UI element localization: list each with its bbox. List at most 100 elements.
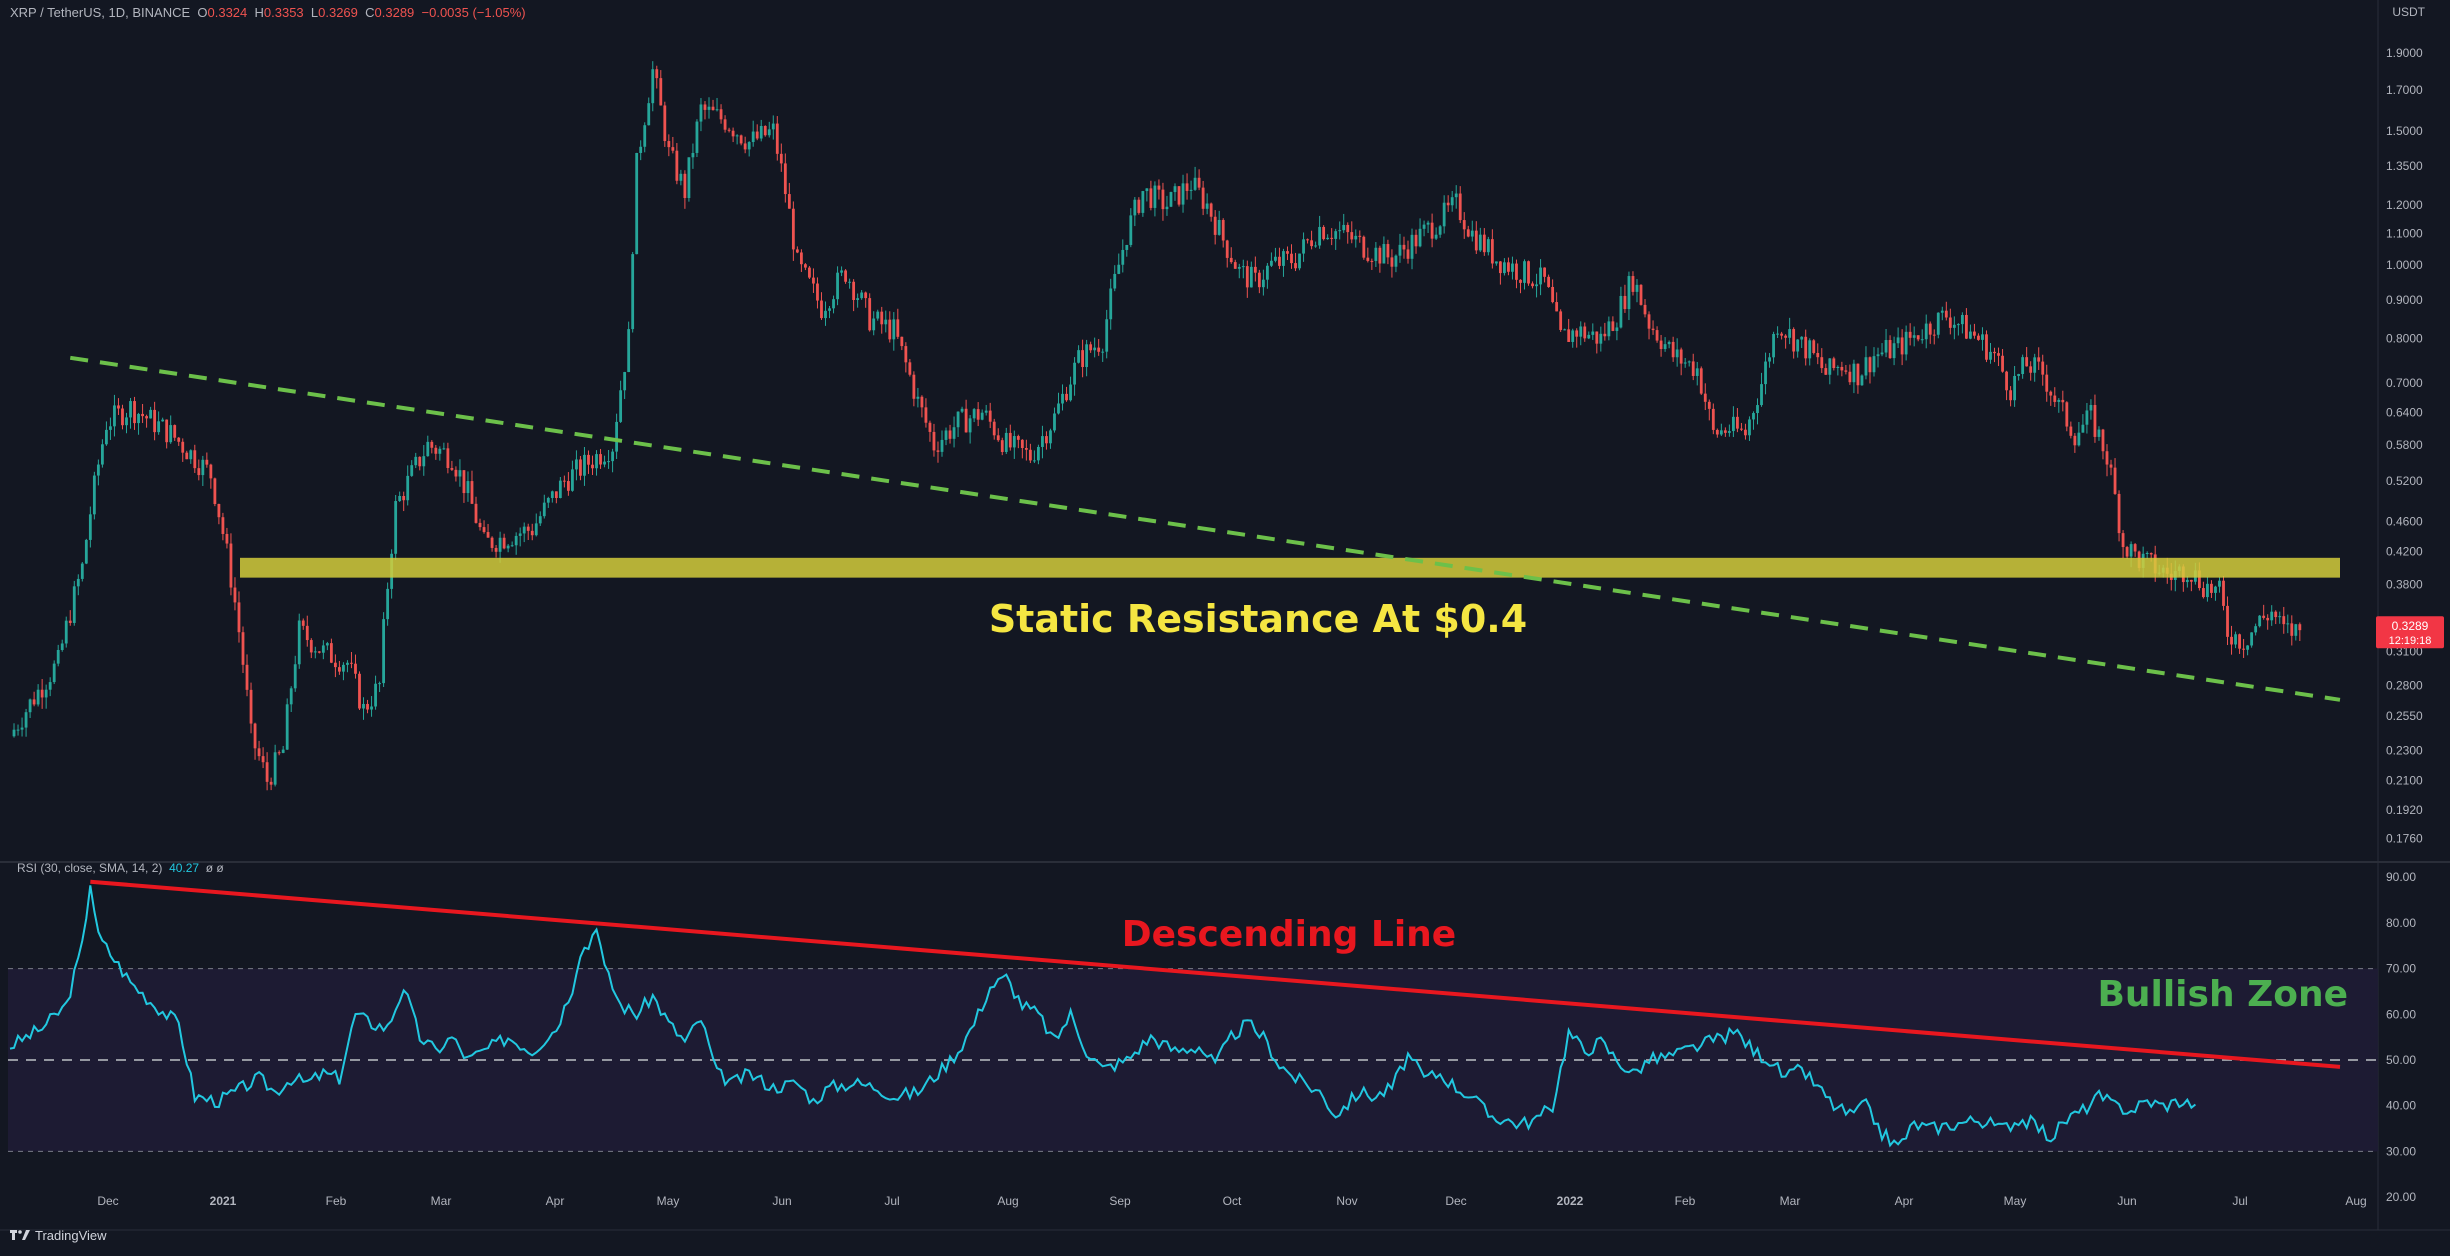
candle-body [808,267,811,278]
candle-body [88,514,92,540]
candle-body [1900,337,1904,355]
candle-body [550,491,554,498]
date-tick-label: Dec [1445,1194,1466,1208]
candle-body [1073,362,1076,385]
candle-body [1101,351,1105,353]
date-tick-label: Apr [1895,1194,1914,1208]
candle-body [1587,334,1591,339]
low-value: 0.3269 [318,5,358,20]
candle-body [1808,340,1812,359]
candle-body [872,318,876,331]
candle-body [956,411,960,428]
candle-body [968,418,972,433]
candle-body [1772,334,1775,358]
candle-body [984,410,988,413]
candle-body [2093,405,2097,437]
candle-body [1342,224,1346,231]
candle-body [350,662,353,664]
candle-body [1723,430,1727,433]
tradingview-branding[interactable]: TradingView [10,1228,107,1243]
date-tick-label: May [657,1194,680,1208]
candle-body [1583,326,1587,339]
candle-body [1430,222,1434,239]
candle-body [2210,583,2213,593]
candle-body [900,336,904,347]
candle-body [639,146,643,153]
candle-body [1864,357,1868,376]
candle-body [896,319,900,337]
candle-body [1024,447,1028,450]
candle-body [711,106,715,111]
candle-body [1840,366,1844,371]
candle-body [1145,188,1149,192]
candle-body [442,448,446,450]
candle-body [932,431,936,451]
candle-body [530,530,534,536]
candle-body [1643,304,1647,315]
candle-body [1241,266,1245,268]
candle-body [1282,251,1285,266]
candle-body [362,703,365,709]
candle-body [1322,226,1326,240]
candle-body [498,537,502,552]
candle-body [32,699,36,705]
candle-body [591,464,594,469]
candle-body [1149,188,1153,208]
candle-body [1627,276,1631,310]
candle-body [422,456,426,467]
candle-body [2009,390,2012,401]
candle-body [1952,324,1956,328]
candle-body [2242,648,2245,650]
candle-body [1193,177,1197,190]
candle-body [1547,276,1551,287]
candle-body [2125,547,2129,557]
candle-body [799,252,803,265]
candle-body [189,450,193,460]
candle-body [1478,234,1482,251]
candle-body [257,748,261,757]
candle-body [313,651,317,653]
candle-body [450,467,454,470]
symbol-label[interactable]: XRP / TetherUS, 1D, BINANCE [10,5,191,20]
candle-body [84,539,88,564]
candle-body [542,502,546,517]
candle-body [1016,436,1020,440]
candle-body [583,454,586,476]
candle-body [1209,203,1213,217]
candle-body [1422,224,1426,229]
candle-body [1679,349,1683,364]
candle-body [2254,626,2258,633]
candle-body [976,409,980,420]
last-price-tag [2376,616,2444,649]
candle-body [105,429,108,445]
candle-body [2274,611,2278,618]
rsi-tick-label: 20.00 [2386,1190,2416,1204]
candle-body [225,533,229,544]
candle-body [2185,579,2189,583]
date-tick-label: Sep [1109,1194,1131,1208]
candle-body [2109,464,2113,468]
candle-body [751,131,755,143]
candle-body [1916,335,1920,340]
price-tick-label: 0.5200 [2386,474,2423,488]
candle-body [1683,362,1687,364]
rsi-legend[interactable]: RSI (30, close, SMA, 14, 2) 40.27 ø ø [17,861,224,875]
candle-body [374,683,377,707]
candle-body [743,143,747,150]
candle-body [663,105,667,142]
candle-body [285,704,289,750]
candle-body [1611,321,1615,331]
candle-body [812,277,815,284]
candle-body [952,427,956,439]
candle-body [647,103,651,126]
candle-body [1748,419,1751,436]
candle-body [1989,351,1992,360]
candle-body [1458,193,1462,221]
candle-body [92,475,96,515]
candle-body [1535,284,1538,287]
candle-body [1912,335,1916,338]
candle-body [1330,237,1334,239]
rsi-tick-label: 60.00 [2386,1007,2416,1021]
